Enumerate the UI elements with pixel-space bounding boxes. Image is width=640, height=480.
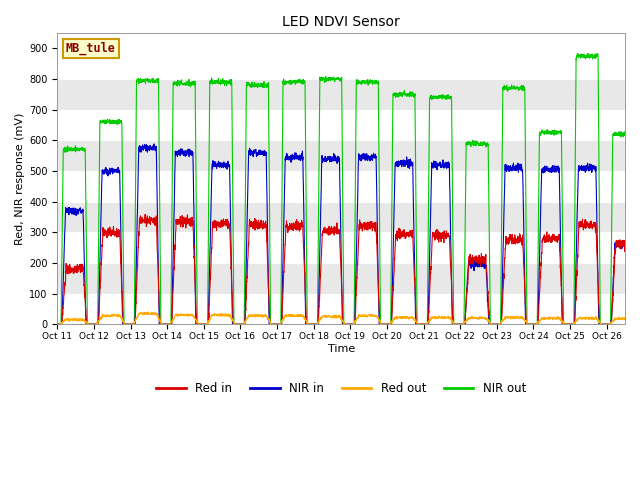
Legend: Red in, NIR in, Red out, NIR out: Red in, NIR in, Red out, NIR out: [152, 377, 531, 400]
Bar: [58, 140, 625, 171]
Title: LED NDVI Sensor: LED NDVI Sensor: [282, 15, 400, 29]
Bar: [58, 202, 625, 232]
Bar: [58, 263, 625, 294]
Bar: [58, 79, 625, 109]
X-axis label: Time: Time: [328, 344, 355, 354]
Text: MB_tule: MB_tule: [66, 42, 116, 55]
Y-axis label: Red, NIR response (mV): Red, NIR response (mV): [15, 112, 25, 245]
